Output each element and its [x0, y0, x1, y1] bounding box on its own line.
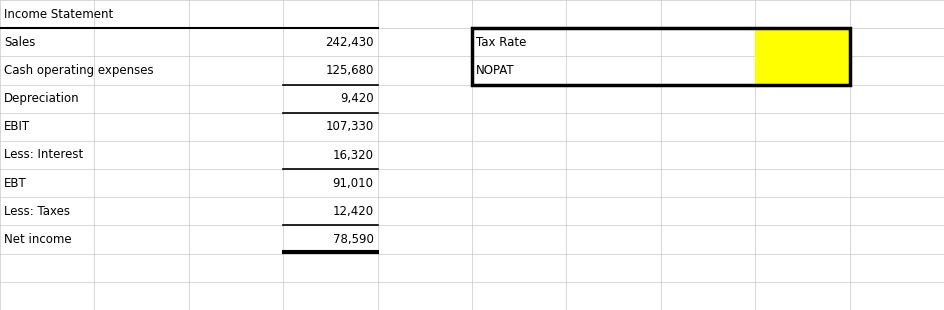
Text: Tax Rate: Tax Rate — [476, 36, 527, 49]
Text: 107,330: 107,330 — [326, 120, 374, 133]
Bar — [472, 28, 850, 85]
Text: 78,590: 78,590 — [332, 233, 374, 246]
Text: Net income: Net income — [4, 233, 72, 246]
Text: Less: Taxes: Less: Taxes — [4, 205, 70, 218]
Text: 9,420: 9,420 — [340, 92, 374, 105]
Text: 242,430: 242,430 — [325, 36, 374, 49]
Text: 16,320: 16,320 — [332, 148, 374, 162]
Text: EBT: EBT — [4, 177, 26, 190]
Text: 125,680: 125,680 — [326, 64, 374, 77]
Text: Sales: Sales — [4, 36, 35, 49]
Text: Cash operating expenses: Cash operating expenses — [4, 64, 154, 77]
Text: Income Statement: Income Statement — [4, 7, 113, 20]
Text: Less: Interest: Less: Interest — [4, 148, 83, 162]
Text: 91,010: 91,010 — [332, 177, 374, 190]
Text: EBIT: EBIT — [4, 120, 30, 133]
Text: NOPAT: NOPAT — [476, 64, 514, 77]
Text: Depreciation: Depreciation — [4, 92, 79, 105]
Text: 12,420: 12,420 — [332, 205, 374, 218]
Bar — [755, 28, 850, 85]
